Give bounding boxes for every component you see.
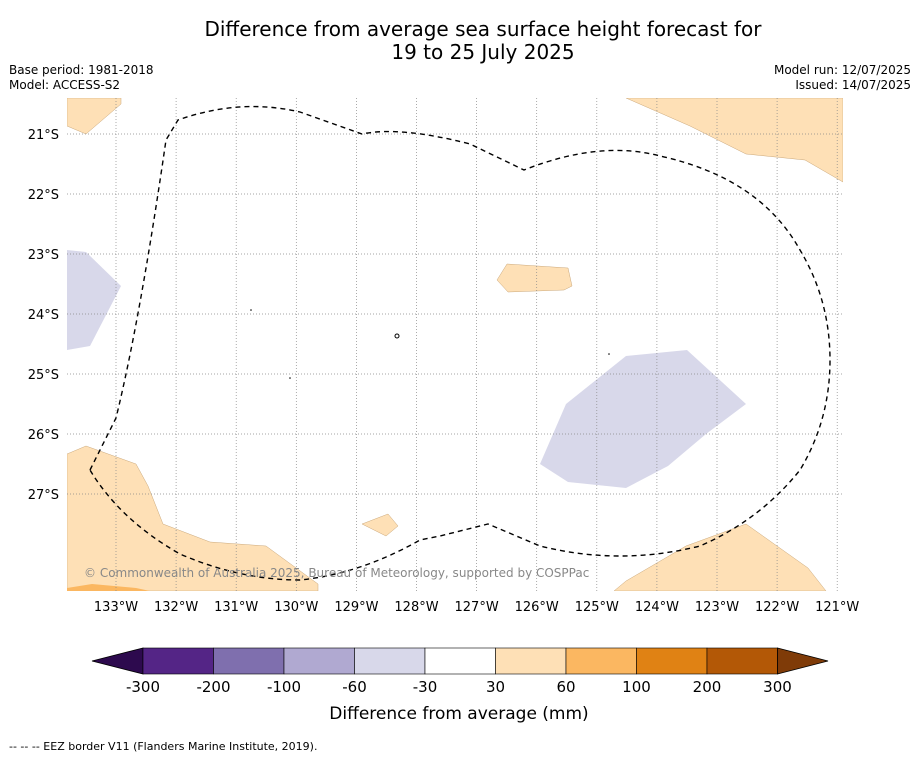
model-name: Model: ACCESS-S2 [9,78,121,92]
colorbar-tick-label: -30 [413,678,438,696]
latitude-labels: 21°S 22°S 23°S 24°S 25°S 26°S 27°S [28,128,59,503]
colorbar-extend-high [777,647,829,675]
colorbar-tick-label: 30 [486,678,505,696]
chart-title: Difference from average sea surface heig… [0,18,919,64]
longitude-label: 127°W [455,600,499,615]
eez-border-line [89,105,831,581]
longitude-label: 121°W [815,600,859,615]
latitude-label: 22°S [28,188,59,203]
colorbar-segment [283,647,355,675]
island-marker [394,333,400,339]
latitude-label: 27°S [28,488,59,503]
colorbar-segment [565,647,637,675]
title-line-1: Difference from average sea surface heig… [204,17,762,41]
longitude-label: 124°W [635,600,679,615]
copyright-text: © Commonwealth of Australia 2025, Bureau… [84,566,589,580]
colorbar-segment [706,647,778,675]
longitude-label: 130°W [274,600,318,615]
longitude-label: 126°W [515,600,559,615]
anomaly-positive-northwest [67,98,122,135]
anomaly-positive-northeast [625,98,843,183]
footer-note: -- -- -- EEZ border V11 (Flanders Marine… [9,740,318,753]
colorbar-segment [495,647,567,675]
anomaly-positive-southwest [67,445,319,591]
colorbar-extend-low [91,647,144,675]
meta-right: Model run: 12/07/2025 Issued: 14/07/2025 [774,63,911,93]
longitude-label: 131°W [214,600,258,615]
island-marker [289,377,291,379]
colorbar-tick-label: -60 [342,678,367,696]
island-marker [250,309,252,311]
colorbar-tick-label: 300 [763,678,792,696]
colorbar-tick-label: 100 [622,678,651,696]
anomaly-positive-southeast [613,523,827,591]
latitude-label: 24°S [28,308,59,323]
anomaly-layer [67,98,843,591]
longitude-label: 132°W [154,600,198,615]
islands [250,309,610,379]
gridlines [67,98,843,591]
longitude-label: 123°W [695,600,739,615]
meta-left: Base period: 1981-2018 Model: ACCESS-S2 [9,63,154,93]
colorbar-segment [636,647,708,675]
latitude-label: 23°S [28,248,59,263]
base-period: Base period: 1981-2018 [9,63,154,77]
anomaly-mid-southwest [67,584,150,591]
colorbar-label: Difference from average (mm) [329,704,588,724]
colorbar-tick-label: -300 [126,678,160,696]
longitude-labels: 133°W 132°W 131°W 130°W 129°W 128°W 127°W 126°W… [94,600,860,615]
colorbar-segment [354,647,426,675]
colorbar-tick-label: 60 [556,678,575,696]
anomaly-positive-small [361,513,399,537]
latitude-label: 25°S [28,368,59,383]
colorbar: -300 -200 -100 -60 -30 30 60 100 200 300 [91,647,829,696]
anomaly-negative-east [540,350,746,488]
colorbar-tick-label: -100 [267,678,301,696]
model-run: Model run: 12/07/2025 [773,63,911,77]
anomaly-positive-central [496,263,573,293]
longitude-label: 128°W [394,600,438,615]
colorbar-segment [424,647,496,675]
latitude-label: 26°S [28,428,59,443]
colorbar-segment [142,647,214,675]
latitude-label: 21°S [28,128,59,143]
colorbar-tick-label: 200 [693,678,722,696]
longitude-label: 129°W [334,600,378,615]
longitude-label: 125°W [575,600,619,615]
colorbar-segment [213,647,285,675]
longitude-label: 133°W [94,600,138,615]
title-line-2: 19 to 25 July 2025 [391,40,575,64]
colorbar-tick-label: -200 [196,678,230,696]
longitude-label: 122°W [755,600,799,615]
island-marker [608,353,610,355]
issued-date: Issued: 14/07/2025 [795,78,911,92]
anomaly-negative-west [67,250,121,350]
